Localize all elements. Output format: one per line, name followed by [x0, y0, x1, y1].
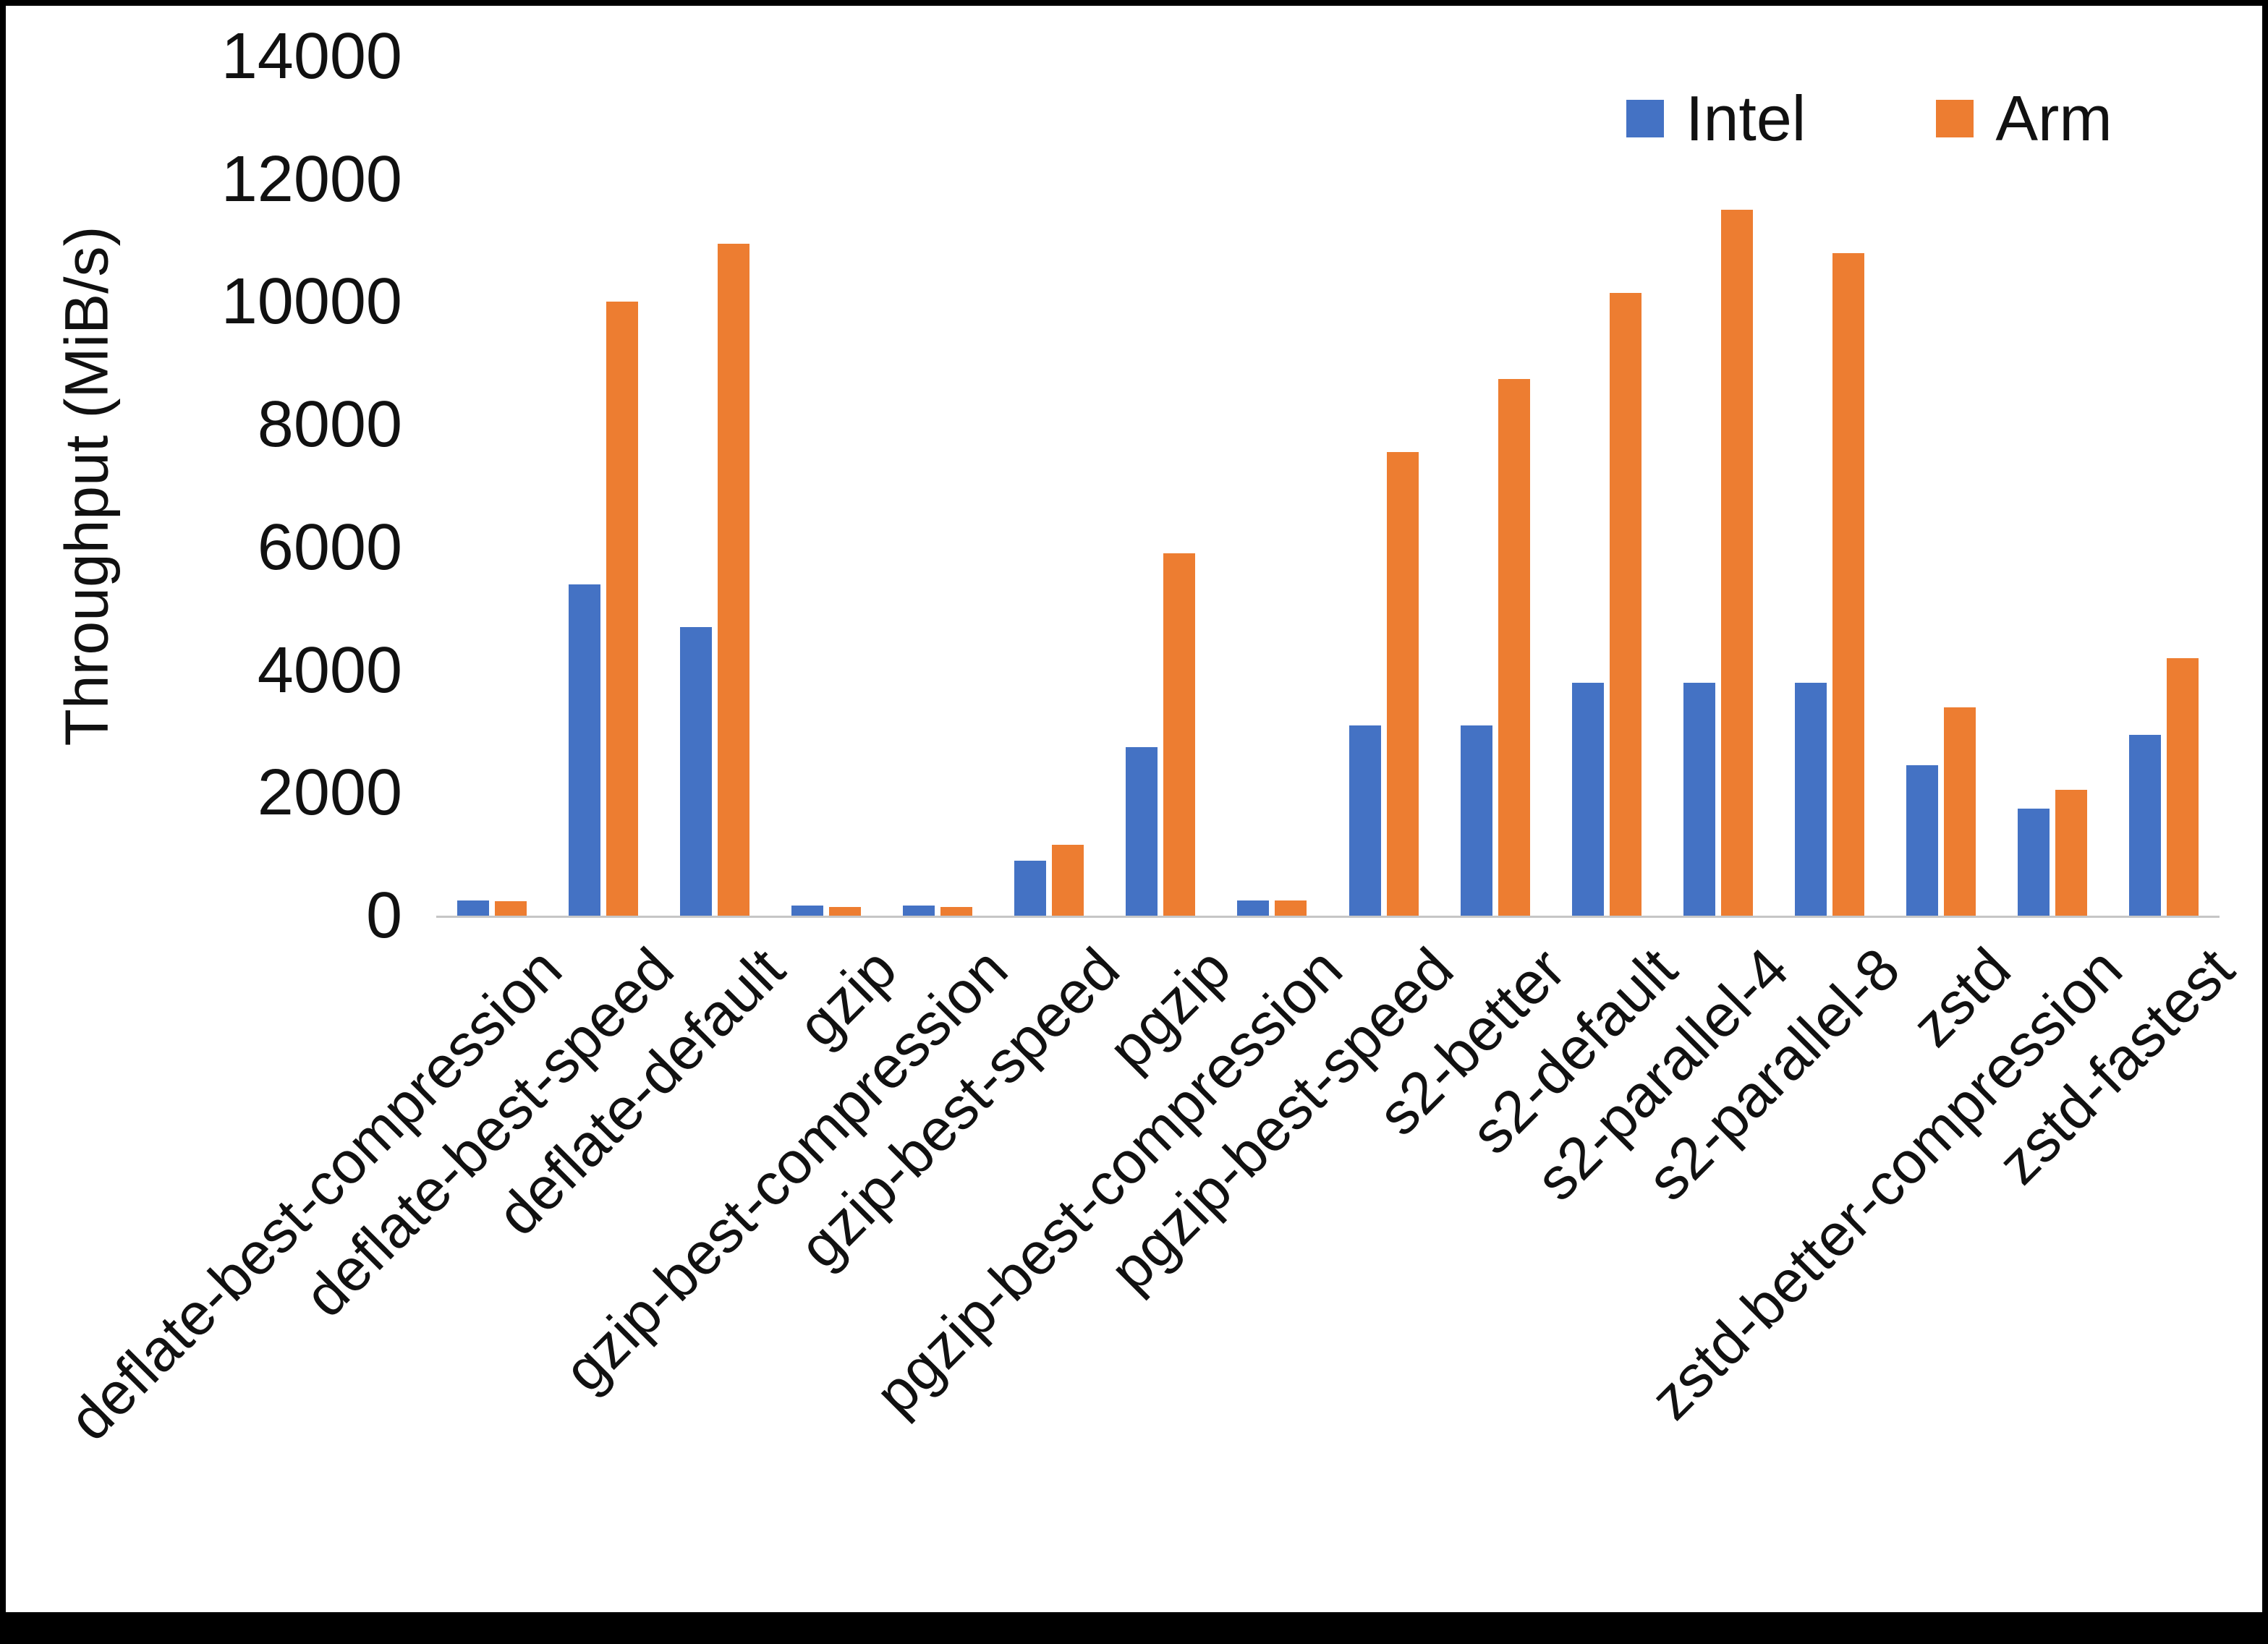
bar-arm: [1386, 452, 1419, 916]
legend-item-intel: Intel: [1626, 87, 1806, 150]
bar-group: [770, 56, 882, 916]
legend-item-arm: Arm: [1936, 87, 2112, 150]
bar-intel: [1349, 725, 1381, 916]
bar-intel: [1460, 725, 1492, 916]
bar-group: [1328, 56, 1440, 916]
bar-intel: [1126, 746, 1158, 916]
y-tick-label: 12000: [221, 142, 402, 216]
bar-arm: [1163, 553, 1196, 916]
legend: Intel Arm: [1626, 87, 2112, 150]
y-tick-label: 14000: [221, 20, 402, 93]
bar-arm: [1052, 845, 1084, 916]
bar-intel: [457, 900, 490, 916]
bar-intel: [1906, 765, 1938, 916]
bar-arm: [829, 907, 862, 916]
bar-arm: [1498, 378, 1530, 916]
y-tick-label: 0: [365, 880, 402, 952]
bar-intel: [791, 906, 824, 916]
bar-group: [1662, 56, 1774, 916]
bar-arm: [718, 243, 750, 916]
bar-intel: [1683, 682, 1715, 916]
y-tick-label: 10000: [221, 265, 402, 338]
bar-group: [993, 56, 1105, 916]
bar-group: [1440, 56, 1551, 916]
bar-arm: [2166, 657, 2199, 916]
bar-group: [1997, 56, 2108, 916]
y-tick-label: 6000: [257, 511, 402, 584]
legend-label: Intel: [1686, 82, 1806, 154]
bar-group: [1885, 56, 1997, 916]
legend-swatch-arm: [1936, 100, 1974, 137]
y-tick-label: 8000: [257, 388, 402, 461]
bar-intel: [1794, 682, 1827, 916]
bar-arm: [495, 900, 527, 916]
bar-intel: [1014, 860, 1047, 916]
bar-arm: [940, 907, 973, 916]
bar-intel: [2128, 734, 2161, 916]
bar-arm: [1832, 252, 1864, 916]
bar-group: [1551, 56, 1662, 916]
bar-intel: [680, 627, 713, 916]
bar-arm: [2055, 790, 2087, 916]
bar-group: [882, 56, 993, 916]
bar-arm: [1720, 210, 1753, 916]
legend-label: Arm: [1995, 82, 2112, 154]
bar-group: [1216, 56, 1328, 916]
bar-group: [1774, 56, 1885, 916]
y-tick-label: 2000: [257, 757, 402, 830]
bar-arm: [1943, 707, 1976, 916]
legend-swatch-intel: [1626, 100, 1664, 137]
bar-intel: [569, 584, 601, 916]
bar-group: [1105, 56, 1216, 916]
y-tick-label: 4000: [257, 634, 402, 707]
bar-intel: [2017, 808, 2050, 916]
bar-intel: [1571, 682, 1604, 916]
bar-arm: [1275, 900, 1307, 916]
bar-group: [548, 56, 659, 916]
bar-group: [2108, 56, 2220, 916]
bar-arm: [1609, 292, 1641, 916]
bar-intel: [903, 906, 935, 916]
plot-area: [436, 56, 2220, 918]
bar-group: [659, 56, 770, 916]
bar-group: [436, 56, 548, 916]
bar-arm: [606, 302, 639, 916]
bar-intel: [1237, 900, 1270, 916]
